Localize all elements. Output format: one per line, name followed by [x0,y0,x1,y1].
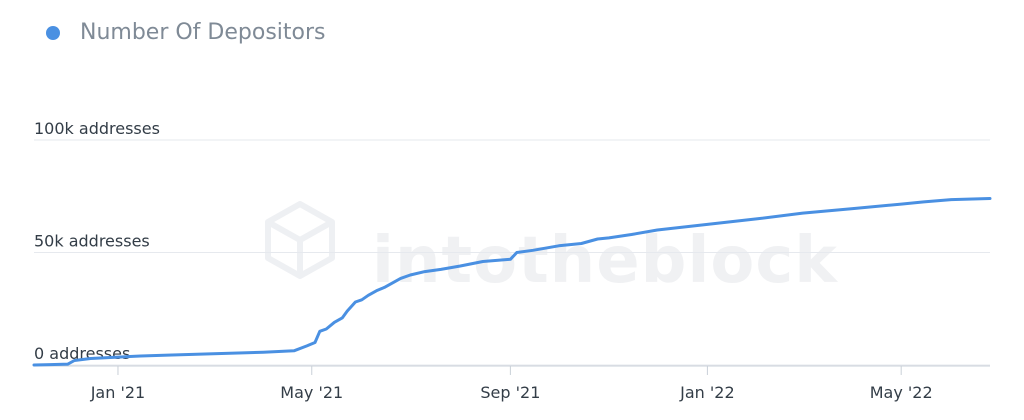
legend-label: Number Of Depositors [80,20,326,45]
x-axis: Jan '21 May '21 Sep '21 Jan '22 May '22 [34,365,990,402]
series-line-number-of-depositors[interactable] [32,197,992,367]
watermark-text: intotheblock [372,224,838,298]
x-tick-label: Jan '21 [90,383,146,402]
legend-marker-dot [46,25,60,40]
x-tick-label: May '21 [280,383,343,402]
chart-legend[interactable]: Number Of Depositors [46,20,326,45]
grid-lines [34,139,990,366]
x-tick-label: Sep '21 [480,383,540,402]
y-tick-label: 50k addresses [34,232,150,251]
watermark: intotheblock [265,201,838,298]
watermark-logo-icon [265,201,335,279]
x-tick-label: Jan '22 [679,383,735,402]
x-tick-label: May '22 [870,383,933,402]
series-layer [32,197,992,367]
y-tick-label: 100k addresses [34,119,160,138]
